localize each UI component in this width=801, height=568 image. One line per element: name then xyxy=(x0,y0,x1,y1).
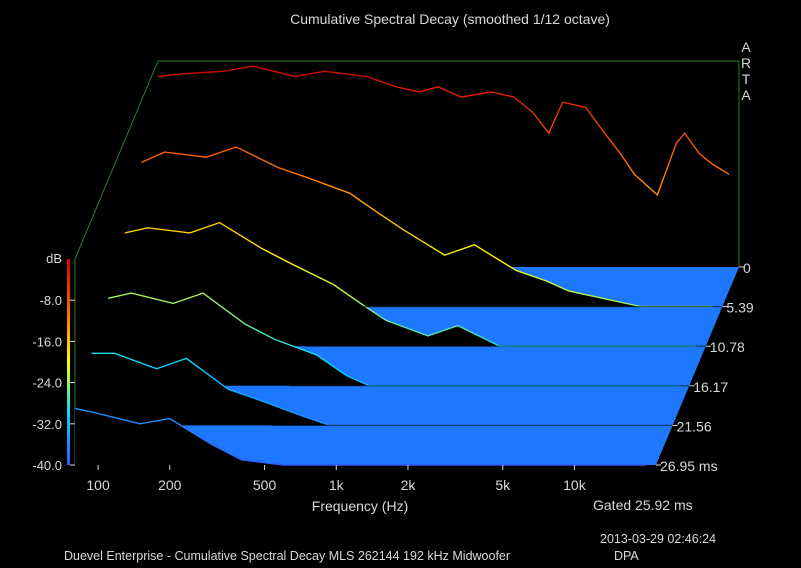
z-tick-label: 26.95 ms xyxy=(660,458,718,474)
axes xyxy=(67,259,744,470)
x-tick-label: 2k xyxy=(401,477,417,493)
decay-slice-mask xyxy=(75,408,647,465)
y-tick-label: -40.0 xyxy=(32,458,62,473)
z-tick-label: 16.17 xyxy=(693,379,728,395)
x-tick-label: 200 xyxy=(158,477,182,493)
decay-slice-mask xyxy=(124,222,696,347)
y-axis-label: dB xyxy=(46,251,62,266)
db-color-bar xyxy=(67,259,70,465)
y-tick-label: -24.0 xyxy=(32,376,62,391)
x-tick-label: 1k xyxy=(329,477,345,493)
decay-slice-line xyxy=(74,407,647,466)
x-tick-label: 500 xyxy=(253,477,277,493)
labels: dB -8.0 -16.0 -24.0 -32.0 -40.0 100 200 500 1k 2k 5… xyxy=(32,11,754,563)
timestamp: 2013-03-29 02:46:24 xyxy=(600,532,716,546)
author: DPA xyxy=(614,549,639,563)
decay-slice-line xyxy=(108,292,680,387)
z-tick-label: 21.56 xyxy=(677,418,712,434)
decay-slice-line xyxy=(141,146,713,308)
y-tick-label: -8.0 xyxy=(40,293,62,308)
z-tick-label: 5.39 xyxy=(726,300,753,316)
decay-slice-mask xyxy=(91,353,663,426)
x-tick-label: 100 xyxy=(86,477,110,493)
footer-caption: Duevel Enterprise - Cumulative Spectral … xyxy=(64,549,510,563)
brand-letter: R xyxy=(741,55,751,71)
plot-box-edge xyxy=(74,60,740,267)
z-tick-label: 0 xyxy=(743,260,751,276)
x-axis-label: Frequency (Hz) xyxy=(312,498,408,514)
decay-slice-line xyxy=(124,221,696,347)
y-tick-label: -16.0 xyxy=(32,334,62,349)
chart-title: Cumulative Spectral Decay (smoothed 1/12… xyxy=(290,11,610,27)
decay-slice-line xyxy=(157,65,730,197)
gated-label: Gated 25.92 ms xyxy=(593,497,693,513)
x-tick-label: 10k xyxy=(563,477,587,493)
brand-letter: A xyxy=(741,87,751,103)
z-tick-label: 10.78 xyxy=(710,339,745,355)
x-tick-label: 5k xyxy=(495,477,511,493)
decay-slices xyxy=(74,65,730,466)
decay-slice-line xyxy=(91,352,663,427)
brand-letter: T xyxy=(742,71,751,87)
y-tick-label: -32.0 xyxy=(32,417,62,432)
brand-letter: A xyxy=(741,39,751,55)
decay-slice-mask xyxy=(108,293,680,386)
